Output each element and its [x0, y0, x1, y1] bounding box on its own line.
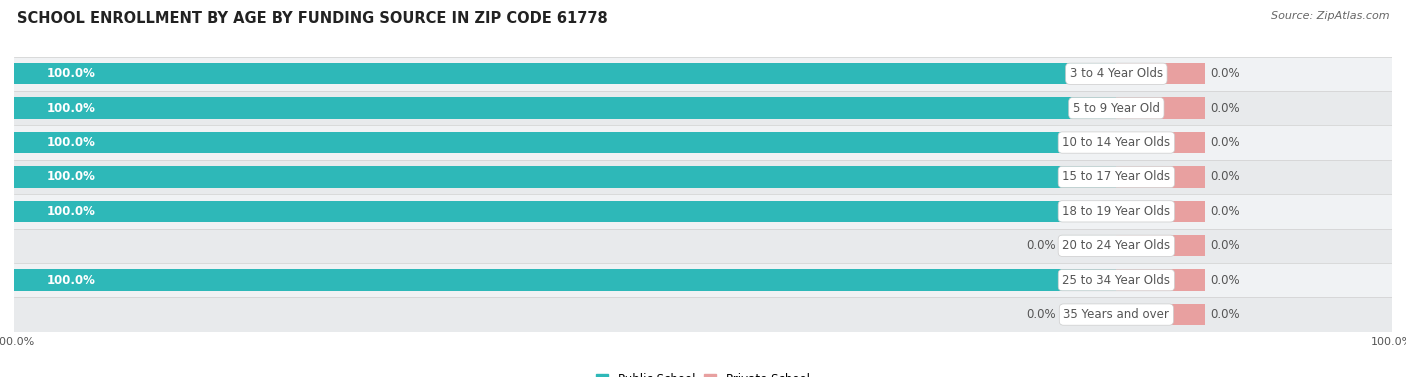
Legend: Public School, Private School: Public School, Private School: [596, 373, 810, 377]
Bar: [14, 201, 1116, 222]
Text: 0.0%: 0.0%: [1211, 274, 1240, 287]
Text: 3 to 4 Year Olds: 3 to 4 Year Olds: [1070, 67, 1163, 80]
Text: 0.0%: 0.0%: [1211, 308, 1240, 321]
Text: Source: ZipAtlas.com: Source: ZipAtlas.com: [1271, 11, 1389, 21]
Text: SCHOOL ENROLLMENT BY AGE BY FUNDING SOURCE IN ZIP CODE 61778: SCHOOL ENROLLMENT BY AGE BY FUNDING SOUR…: [17, 11, 607, 26]
Text: 35 Years and over: 35 Years and over: [1063, 308, 1170, 321]
Text: 10 to 14 Year Olds: 10 to 14 Year Olds: [1063, 136, 1170, 149]
Text: 0.0%: 0.0%: [1211, 205, 1240, 218]
Text: 100.0%: 100.0%: [48, 136, 96, 149]
Text: 100.0%: 100.0%: [48, 67, 96, 80]
Text: 100.0%: 100.0%: [48, 205, 96, 218]
Bar: [14, 228, 1392, 263]
Text: 100.0%: 100.0%: [48, 102, 96, 115]
Text: 0.0%: 0.0%: [1026, 239, 1056, 252]
Bar: [14, 126, 1392, 160]
Text: 0.0%: 0.0%: [1211, 170, 1240, 184]
Bar: [14, 91, 1392, 126]
Bar: [1116, 132, 1205, 153]
Bar: [14, 57, 1392, 91]
Bar: [1116, 235, 1205, 256]
Text: 0.0%: 0.0%: [1211, 239, 1240, 252]
Bar: [1116, 304, 1205, 325]
Bar: [1116, 98, 1205, 119]
Text: 100.0%: 100.0%: [48, 274, 96, 287]
Bar: [14, 63, 1116, 84]
Bar: [14, 194, 1392, 228]
Text: 25 to 34 Year Olds: 25 to 34 Year Olds: [1063, 274, 1170, 287]
Text: 0.0%: 0.0%: [1026, 308, 1056, 321]
Bar: [1116, 270, 1205, 291]
Bar: [14, 263, 1392, 297]
Text: 18 to 19 Year Olds: 18 to 19 Year Olds: [1063, 205, 1170, 218]
Bar: [1062, 235, 1116, 256]
Text: 15 to 17 Year Olds: 15 to 17 Year Olds: [1063, 170, 1170, 184]
Text: 0.0%: 0.0%: [1211, 136, 1240, 149]
Bar: [14, 98, 1116, 119]
Bar: [1116, 63, 1205, 84]
Bar: [14, 132, 1116, 153]
Bar: [14, 270, 1116, 291]
Bar: [1116, 201, 1205, 222]
Bar: [14, 160, 1392, 194]
Text: 100.0%: 100.0%: [48, 170, 96, 184]
Bar: [1062, 304, 1116, 325]
Bar: [14, 166, 1116, 188]
Bar: [14, 297, 1392, 332]
Text: 0.0%: 0.0%: [1211, 67, 1240, 80]
Text: 20 to 24 Year Olds: 20 to 24 Year Olds: [1063, 239, 1170, 252]
Text: 0.0%: 0.0%: [1211, 102, 1240, 115]
Bar: [1116, 166, 1205, 188]
Text: 5 to 9 Year Old: 5 to 9 Year Old: [1073, 102, 1160, 115]
